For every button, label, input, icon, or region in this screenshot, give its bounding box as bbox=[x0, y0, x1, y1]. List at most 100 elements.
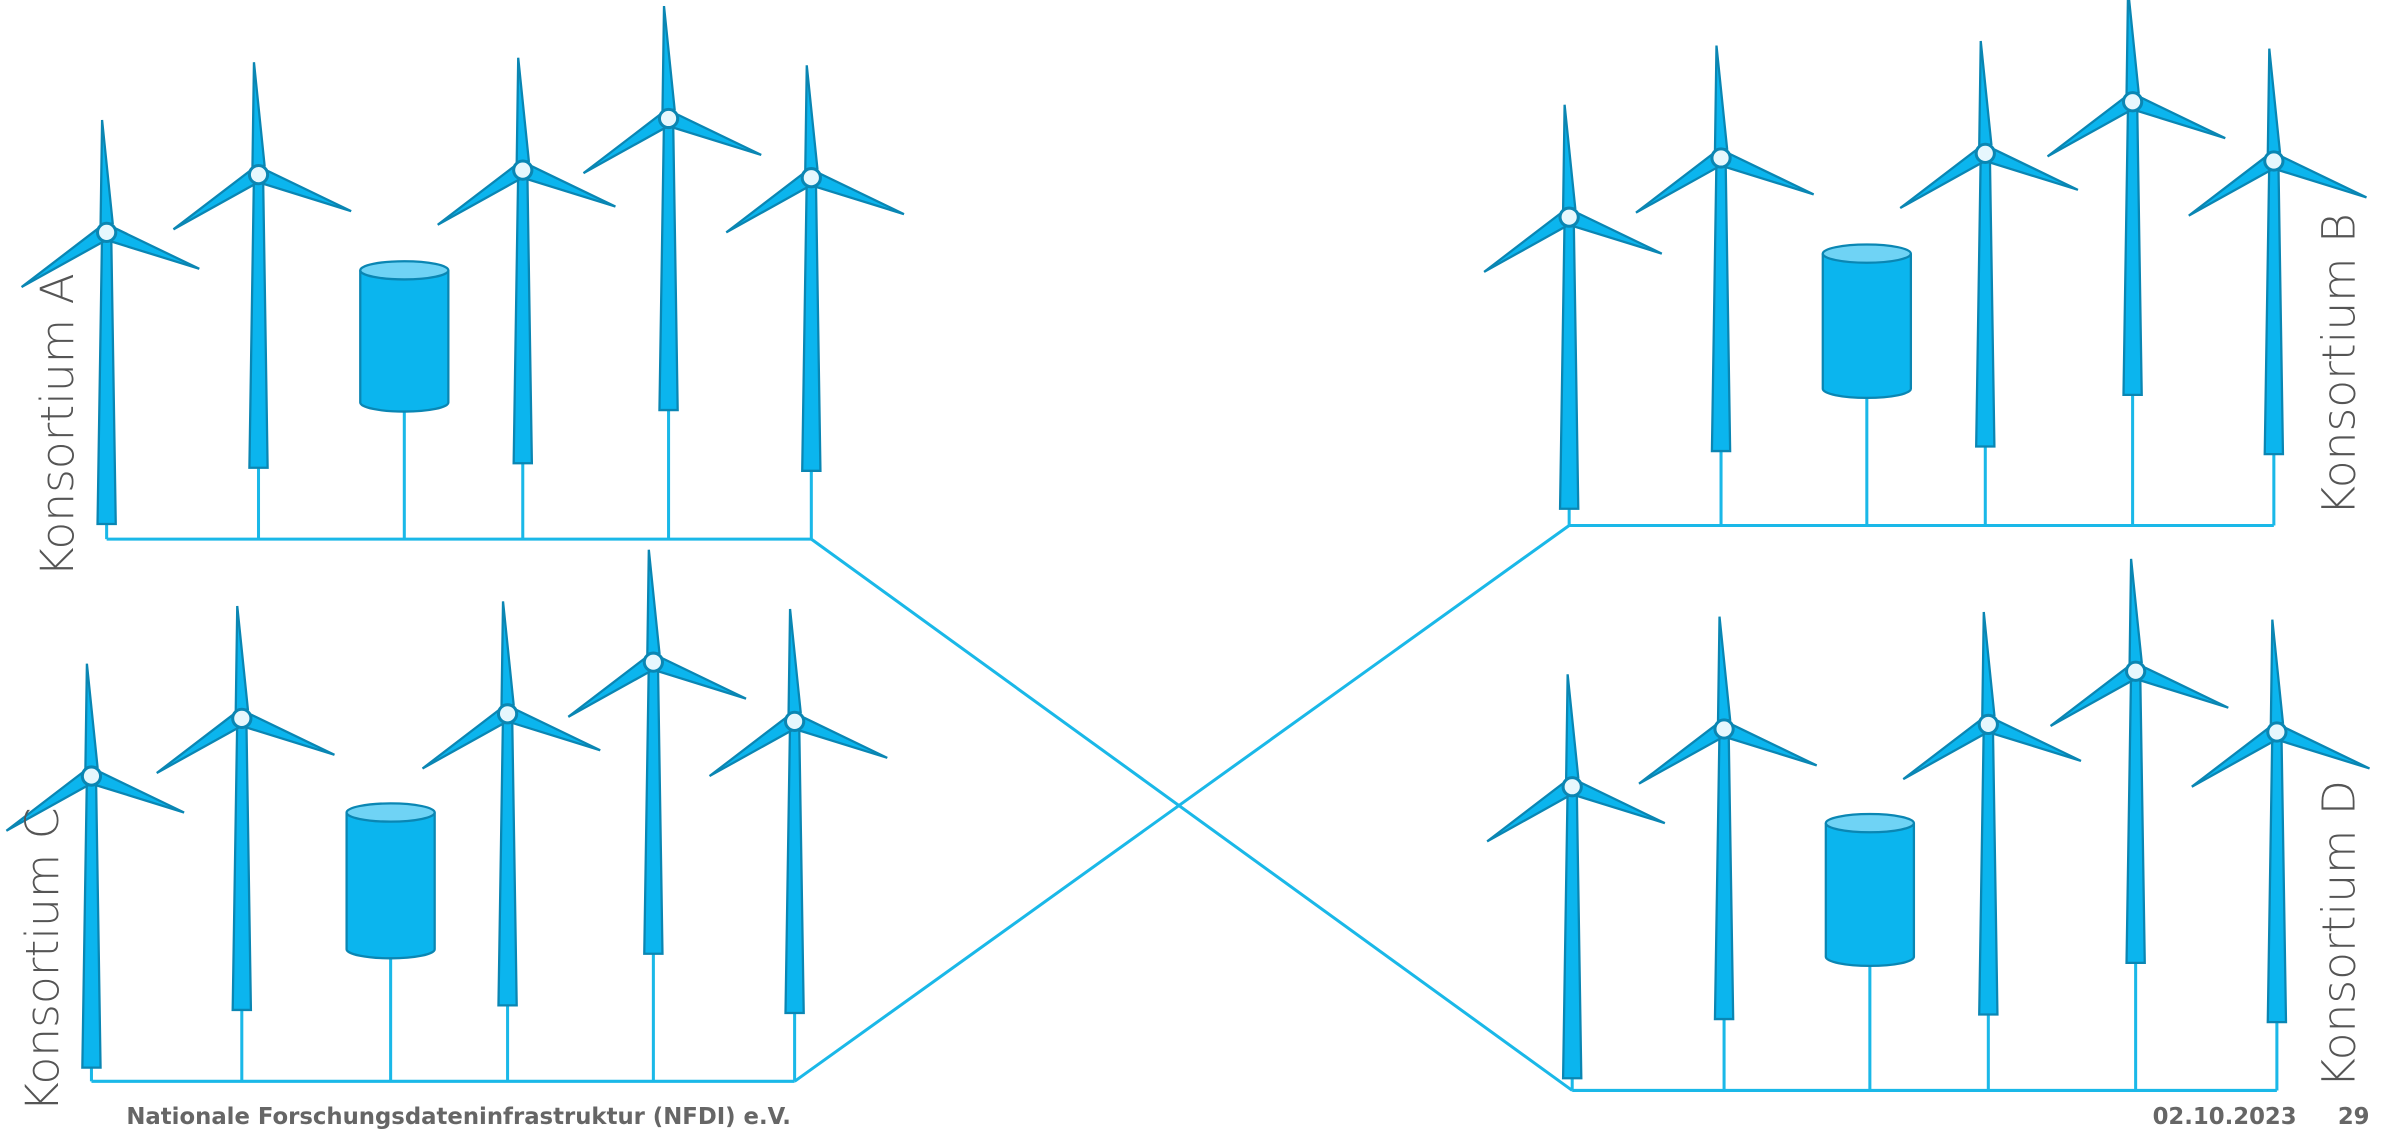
blade bbox=[111, 228, 199, 269]
blade bbox=[512, 709, 600, 750]
blade bbox=[2192, 727, 2274, 786]
blade bbox=[662, 6, 674, 112]
hub bbox=[1715, 720, 1733, 738]
wire bbox=[811, 539, 1572, 1090]
blade bbox=[85, 664, 97, 770]
blade bbox=[423, 709, 505, 768]
blade bbox=[1900, 149, 1982, 208]
blade bbox=[246, 714, 334, 755]
hub bbox=[1712, 149, 1730, 167]
blade bbox=[726, 173, 808, 232]
blade bbox=[647, 550, 659, 656]
blade bbox=[252, 62, 264, 168]
tower bbox=[1715, 729, 1733, 1019]
tower bbox=[1563, 787, 1581, 1079]
tower bbox=[1712, 158, 1730, 451]
blade bbox=[1566, 674, 1578, 780]
footer-date: 02.10.2023 bbox=[2153, 1104, 2297, 1130]
blade bbox=[710, 717, 792, 776]
blade bbox=[1982, 612, 1994, 718]
blade bbox=[1574, 213, 1662, 254]
blade bbox=[584, 114, 666, 173]
footer-page: 29 bbox=[2338, 1104, 2370, 1130]
hub bbox=[786, 712, 804, 730]
blade bbox=[2048, 97, 2130, 156]
group-label: Konsortium C bbox=[16, 807, 69, 1112]
blade bbox=[2140, 667, 2228, 708]
blade bbox=[96, 772, 184, 813]
tower bbox=[82, 776, 100, 1068]
blade bbox=[816, 173, 904, 214]
tower bbox=[1560, 217, 1578, 509]
blade bbox=[1563, 105, 1575, 211]
tower bbox=[514, 170, 532, 463]
hub bbox=[802, 169, 820, 187]
blade bbox=[1636, 153, 1718, 212]
tower bbox=[233, 718, 251, 1010]
storage-top bbox=[1826, 814, 1914, 832]
blade bbox=[502, 601, 514, 707]
blade bbox=[2189, 156, 2271, 215]
blade bbox=[517, 58, 529, 164]
hub bbox=[233, 709, 251, 727]
hub bbox=[514, 161, 532, 179]
storage-top bbox=[1823, 245, 1911, 263]
hub bbox=[249, 166, 267, 184]
hub bbox=[498, 705, 516, 723]
blade bbox=[2127, 0, 2139, 96]
tower bbox=[644, 662, 662, 954]
blade bbox=[2051, 667, 2133, 726]
hub bbox=[659, 109, 677, 127]
blade bbox=[263, 170, 351, 211]
blade bbox=[2268, 49, 2280, 155]
blade bbox=[1729, 724, 1817, 765]
hub bbox=[2268, 723, 2286, 741]
hub bbox=[1563, 778, 1581, 796]
hub bbox=[2265, 152, 2283, 170]
storage bbox=[360, 270, 448, 411]
hub bbox=[644, 653, 662, 671]
hub bbox=[98, 223, 116, 241]
tower bbox=[1979, 724, 1997, 1014]
blade bbox=[805, 65, 817, 171]
storage bbox=[347, 813, 435, 959]
blade bbox=[1487, 782, 1569, 841]
hub bbox=[1976, 144, 1994, 162]
blade bbox=[2278, 156, 2366, 197]
blade bbox=[2137, 97, 2225, 138]
group-label: Konsortium D bbox=[2312, 780, 2365, 1088]
blade bbox=[1993, 720, 2081, 761]
blade bbox=[527, 166, 615, 207]
storage-top bbox=[347, 803, 435, 821]
blade bbox=[101, 120, 113, 226]
blade bbox=[157, 714, 239, 773]
blade bbox=[1979, 41, 1991, 147]
tower bbox=[498, 714, 516, 1006]
storage-top bbox=[360, 261, 448, 279]
tower bbox=[249, 175, 267, 468]
blade bbox=[1990, 149, 2078, 190]
tower bbox=[2127, 671, 2145, 963]
tower bbox=[98, 232, 116, 524]
blade bbox=[2281, 727, 2369, 768]
blade bbox=[799, 717, 887, 758]
blade bbox=[2271, 620, 2283, 726]
blade bbox=[1903, 720, 1985, 779]
group-label: Konsortium B bbox=[2312, 213, 2365, 516]
tower bbox=[1976, 153, 1994, 446]
tower bbox=[802, 178, 820, 471]
blade bbox=[1715, 46, 1727, 152]
diagram: Konsortium A Konsortium B Konsortium C K… bbox=[0, 0, 2382, 1136]
footer-organization: Nationale Forschungsdateninfrastruktur (… bbox=[126, 1104, 791, 1130]
hub bbox=[82, 767, 100, 785]
blade bbox=[568, 658, 650, 717]
hub bbox=[2127, 662, 2145, 680]
blade bbox=[673, 114, 761, 155]
wire bbox=[795, 525, 1570, 1081]
tower bbox=[659, 118, 677, 410]
blade bbox=[2130, 559, 2142, 665]
tower bbox=[2268, 732, 2286, 1022]
storage bbox=[1826, 823, 1914, 966]
tower bbox=[2123, 102, 2141, 395]
blade bbox=[236, 606, 248, 712]
